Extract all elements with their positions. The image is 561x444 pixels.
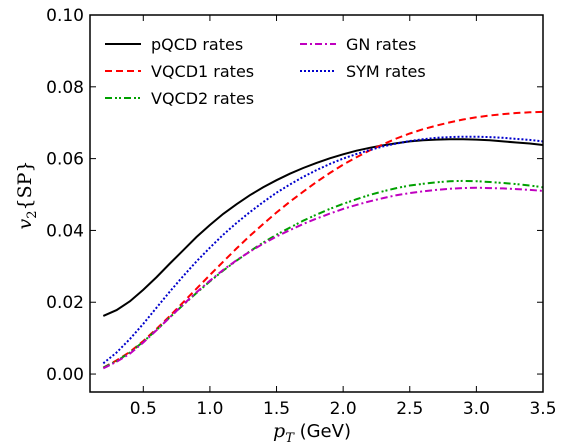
y-tick-label: 0.06: [46, 150, 84, 170]
x-tick-label: 1.5: [263, 399, 290, 419]
legend-label: GN rates: [346, 35, 416, 54]
legend-label: SYM rates: [346, 62, 426, 81]
x-tick-label: 3.5: [529, 399, 556, 419]
legend-label: VQCD1 rates: [151, 62, 254, 81]
svg-text:pT (GeV): pT (GeV): [273, 420, 351, 444]
y-tick-label: 0.08: [46, 78, 84, 98]
x-tick-label: 2.5: [396, 399, 423, 419]
x-tick-label: 0.5: [130, 399, 157, 419]
y-axis-label: v2{SP}: [14, 161, 40, 230]
svg-text:v2{SP}: v2{SP}: [14, 161, 40, 230]
legend-label: pQCD rates: [151, 35, 243, 54]
plot-marks: [102, 110, 544, 370]
y-tick-label: 0.10: [46, 6, 84, 26]
series-line-5: [102, 135, 544, 365]
x-tick-label: 2.0: [330, 399, 357, 419]
y-tick-label: 0.04: [46, 221, 84, 241]
x-tick-label: 1.0: [196, 399, 223, 419]
series-line-3: [102, 179, 544, 369]
legend-label: VQCD2 rates: [151, 89, 254, 108]
series-line-1: [102, 138, 544, 317]
series-line-2: [102, 110, 544, 369]
y-tick-label: 0.02: [46, 293, 84, 313]
y-tick-label: 0.00: [46, 365, 84, 385]
plot-frame: [89, 14, 544, 393]
legend: pQCD rates VQCD1 rates VQCD2 rates GN rates…: [105, 35, 426, 108]
axis-ticks: 0.5 1.0 1.5 2.0 2.5 3.0 3.5 0.00 0.02 0.04 0.06 0.0…: [46, 6, 556, 419]
series-line-4: [102, 186, 544, 370]
x-tick-label: 3.0: [463, 399, 490, 419]
x-axis-label: pT (GeV): [273, 420, 351, 444]
